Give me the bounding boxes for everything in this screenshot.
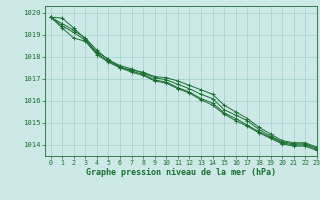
X-axis label: Graphe pression niveau de la mer (hPa): Graphe pression niveau de la mer (hPa) [86,168,276,177]
